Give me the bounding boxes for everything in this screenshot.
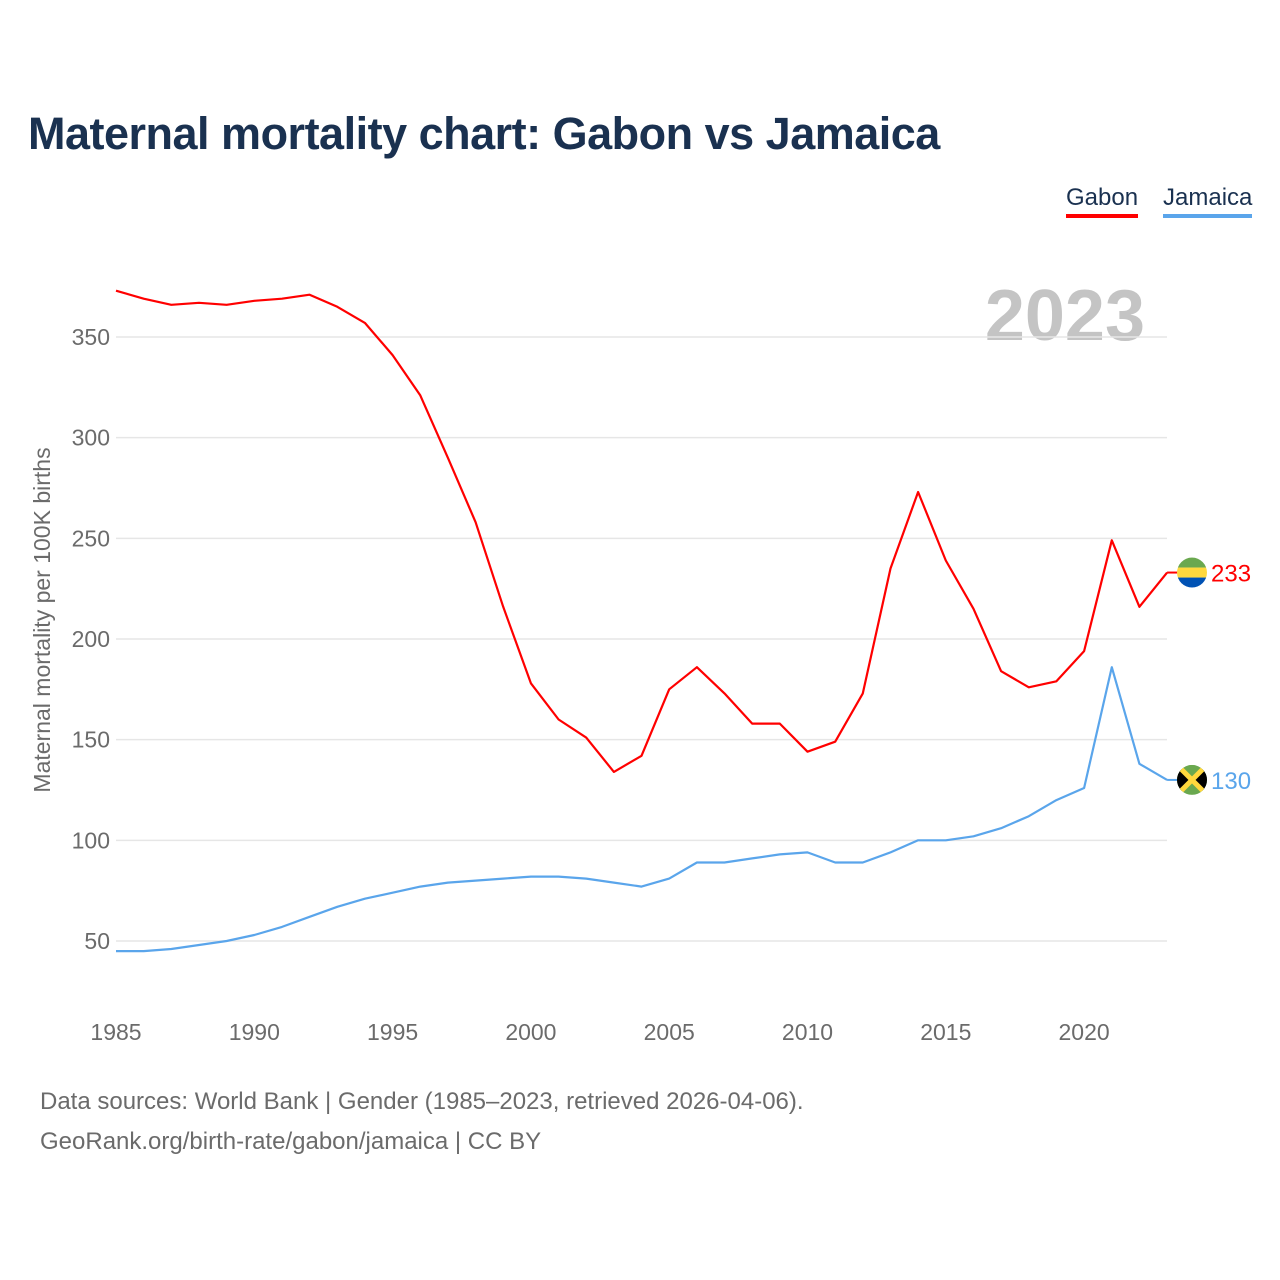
y-tick-label: 350 [72, 324, 110, 350]
y-tick-label: 50 [84, 928, 110, 954]
flag-stripe [1177, 557, 1207, 568]
x-tick-label: 1995 [367, 1019, 418, 1045]
flag-saltire [1177, 764, 1207, 795]
x-tick-label: 2015 [920, 1019, 971, 1045]
flag [1177, 764, 1207, 795]
footer-url[interactable]: GeoRank.org/birth-rate/gabon/jamaica | C… [40, 1128, 542, 1155]
flag [1177, 557, 1207, 588]
end-value-label: 130 [1211, 768, 1251, 795]
flag-stripe [1177, 577, 1207, 588]
legend-jamaica[interactable]: Jamaica [1163, 184, 1253, 218]
x-tick-label: 1990 [229, 1019, 280, 1045]
x-tick-label: 2010 [782, 1019, 833, 1045]
x-tick-label: 1985 [90, 1019, 141, 1045]
footer-sources: Data sources: World Bank | Gender (1985–… [40, 1088, 804, 1115]
y-axis-label: Maternal mortality per 100K births [29, 447, 55, 792]
end-value-label: 233 [1211, 561, 1251, 588]
year-watermark: 2023 [985, 276, 1145, 356]
gabon-flag-icon [1177, 557, 1207, 588]
flag-stripe [1177, 567, 1207, 578]
y-tick-label: 250 [72, 525, 110, 551]
legend-gabon[interactable]: Gabon [1066, 184, 1139, 218]
flag-tri [1177, 764, 1192, 795]
chart-title: Maternal mortality chart: Gabon vs Jamai… [28, 108, 940, 159]
flag-tri [1192, 764, 1207, 795]
x-tick-label: 2020 [1059, 1019, 1110, 1045]
series-line-jamaica [116, 666, 1168, 953]
y-tick-label: 100 [72, 827, 110, 853]
x-tick-label: 2005 [644, 1019, 695, 1045]
x-tick-label: 2000 [505, 1019, 556, 1045]
y-tick-label: 200 [72, 626, 110, 652]
y-tick-label: 300 [72, 425, 110, 451]
y-tick-label: 150 [72, 727, 110, 753]
series-line-gabon [115, 289, 1168, 774]
jamaica-flag-icon [1177, 764, 1207, 795]
